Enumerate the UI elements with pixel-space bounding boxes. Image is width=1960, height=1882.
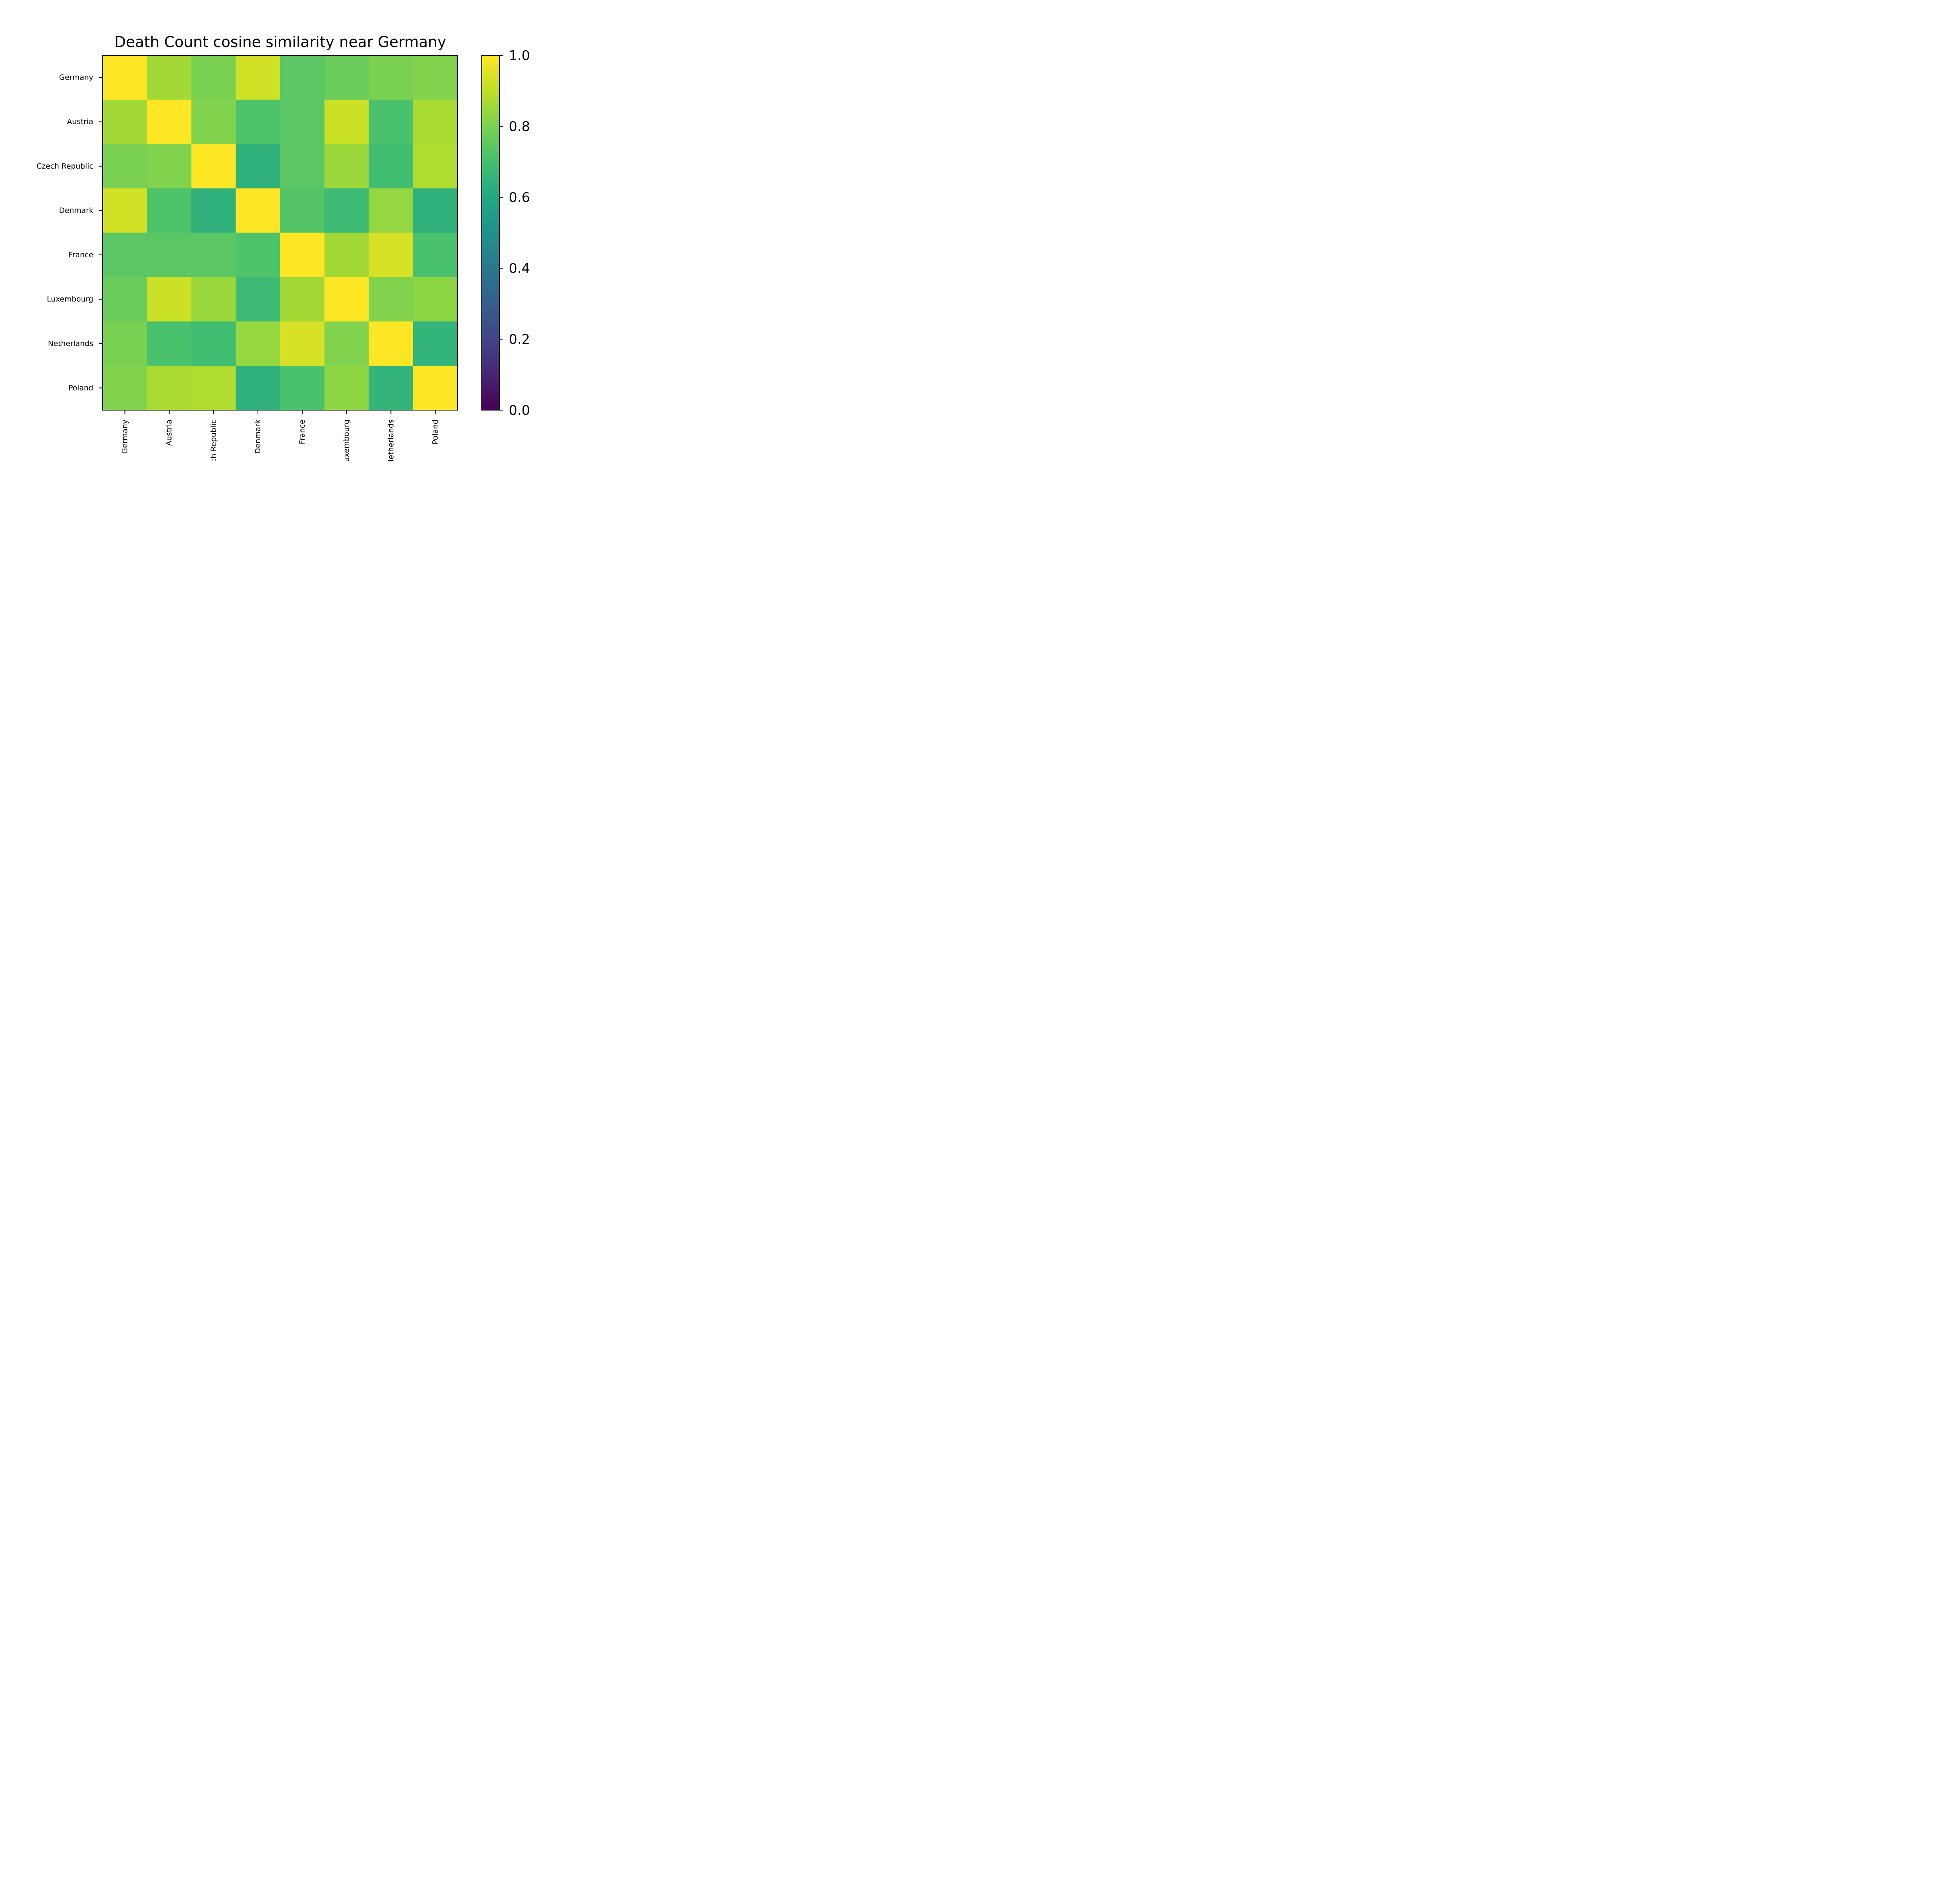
heatmap-cell-1-3 bbox=[236, 100, 281, 144]
heatmap-chart: Death Count cosine similarity near Germa… bbox=[36, 33, 530, 461]
heatmap-cell-0-6 bbox=[368, 55, 414, 100]
row-tick-label: Denmark bbox=[59, 206, 93, 215]
heatmap-cell-7-6 bbox=[368, 365, 414, 411]
chart-title: Death Count cosine similarity near Germa… bbox=[114, 33, 446, 51]
colorbar bbox=[481, 55, 500, 411]
heatmap-cell-7-0 bbox=[103, 365, 147, 411]
heatmap-cell-4-7 bbox=[413, 233, 458, 278]
heatmap-cell-0-2 bbox=[191, 55, 236, 100]
heatmap-cell-7-2 bbox=[191, 365, 236, 411]
colorbar-tick-label: 0.8 bbox=[509, 119, 530, 134]
heatmap-cell-2-0 bbox=[103, 144, 147, 189]
heatmap-cell-3-2 bbox=[191, 188, 236, 233]
column-tick-label: Austria bbox=[165, 420, 174, 446]
heatmap-cell-4-4 bbox=[280, 233, 325, 278]
heatmap-cell-6-0 bbox=[103, 321, 147, 366]
heatmap-cell-7-5 bbox=[324, 365, 369, 411]
heatmap-cell-4-3 bbox=[236, 233, 281, 278]
heatmap-cell-5-5 bbox=[324, 277, 369, 322]
heatmap-cell-0-4 bbox=[280, 55, 325, 100]
heatmap-cell-0-1 bbox=[147, 55, 192, 100]
plot-frame bbox=[102, 55, 458, 411]
heatmap-cell-0-5 bbox=[324, 55, 369, 100]
heatmap-cell-5-3 bbox=[236, 277, 281, 322]
column-tick-label: Germany bbox=[121, 420, 129, 454]
heatmap-cell-7-7 bbox=[413, 365, 458, 411]
colorbar-tick-label: 0.4 bbox=[509, 261, 530, 276]
heatmap-cell-3-0 bbox=[103, 188, 147, 233]
row-tick-labels: Germany Austria Czech Republic Denmark Franc… bbox=[36, 73, 103, 392]
heatmap-cell-1-0 bbox=[103, 100, 147, 144]
heatmap-cell-6-4 bbox=[280, 321, 325, 366]
column-tick-label: France bbox=[298, 420, 307, 444]
heatmap-cell-7-4 bbox=[280, 365, 325, 411]
heatmap-cell-1-1 bbox=[147, 100, 192, 144]
row-tick-label: Poland bbox=[69, 383, 93, 392]
row-tick-label: Luxembourg bbox=[47, 295, 93, 303]
heatmap-cell-3-1 bbox=[147, 188, 192, 233]
heatmap-cell-2-3 bbox=[236, 144, 281, 189]
column-tick-label: Poland bbox=[431, 420, 439, 444]
colorbar-tick-labels: 0.0 0.2 0.4 0.6 0.8 1.0 bbox=[499, 48, 530, 418]
heatmap-cell-6-5 bbox=[324, 321, 369, 366]
column-tick-label: Czech Republic bbox=[209, 420, 218, 461]
heatmap-cell-5-2 bbox=[191, 277, 236, 322]
heatmap-cell-5-0 bbox=[103, 277, 147, 322]
heatmap-cell-6-1 bbox=[147, 321, 192, 366]
heatmap-cell-2-1 bbox=[147, 144, 192, 189]
heatmap-cell-2-2 bbox=[191, 144, 236, 189]
heatmap-cells bbox=[103, 55, 458, 411]
column-tick-label: Denmark bbox=[254, 420, 262, 454]
heatmap-cell-3-7 bbox=[413, 188, 458, 233]
heatmap-cell-1-5 bbox=[324, 100, 369, 144]
heatmap-cell-4-6 bbox=[368, 233, 414, 278]
heatmap-cell-1-6 bbox=[368, 100, 414, 144]
heatmap-cell-1-7 bbox=[413, 100, 458, 144]
column-tick-labels: Germany Austria Czech Republic Denmark Franc… bbox=[121, 410, 439, 461]
heatmap-cell-4-0 bbox=[103, 233, 147, 278]
heatmap-cell-5-6 bbox=[368, 277, 414, 322]
heatmap-cell-3-5 bbox=[324, 188, 369, 233]
heatmap-cell-4-2 bbox=[191, 233, 236, 278]
heatmap-cell-2-5 bbox=[324, 144, 369, 189]
heatmap-cell-0-3 bbox=[236, 55, 281, 100]
row-tick-label: Czech Republic bbox=[36, 162, 93, 171]
heatmap-cell-5-1 bbox=[147, 277, 192, 322]
heatmap-cell-3-4 bbox=[280, 188, 325, 233]
column-tick-label: Netherlands bbox=[387, 420, 395, 461]
heatmap-cell-6-2 bbox=[191, 321, 236, 366]
heatmap-cell-2-7 bbox=[413, 144, 458, 189]
heatmap-cell-3-6 bbox=[368, 188, 414, 233]
heatmap-cell-7-3 bbox=[236, 365, 281, 411]
row-tick-label: Austria bbox=[67, 118, 93, 126]
column-tick-label: Luxembourg bbox=[342, 420, 351, 461]
heatmap-cell-6-7 bbox=[413, 321, 458, 366]
heatmap-cell-0-0 bbox=[103, 55, 147, 100]
colorbar-tick-label: 0.6 bbox=[509, 190, 530, 205]
heatmap-cell-2-6 bbox=[368, 144, 414, 189]
heatmap-cell-6-6 bbox=[368, 321, 414, 366]
heatmap-cell-1-4 bbox=[280, 100, 325, 144]
heatmap-cell-1-2 bbox=[191, 100, 236, 144]
row-tick-label: France bbox=[69, 251, 93, 259]
heatmap-cell-0-7 bbox=[413, 55, 458, 100]
heatmap-cell-4-5 bbox=[324, 233, 369, 278]
heatmap-cell-5-7 bbox=[413, 277, 458, 322]
heatmap-cell-7-1 bbox=[147, 365, 192, 411]
row-tick-label: Netherlands bbox=[48, 339, 93, 348]
heatmap-cell-2-4 bbox=[280, 144, 325, 189]
colorbar-tick-label: 0.2 bbox=[509, 332, 530, 347]
heatmap-cell-5-4 bbox=[280, 277, 325, 322]
heatmap-cell-4-1 bbox=[147, 233, 192, 278]
colorbar-tick-label: 1.0 bbox=[509, 48, 530, 64]
heatmap-cell-6-3 bbox=[236, 321, 281, 366]
row-tick-label: Germany bbox=[59, 73, 93, 82]
colorbar-tick-label: 0.0 bbox=[509, 403, 530, 418]
heatmap-cell-3-3 bbox=[236, 188, 281, 233]
